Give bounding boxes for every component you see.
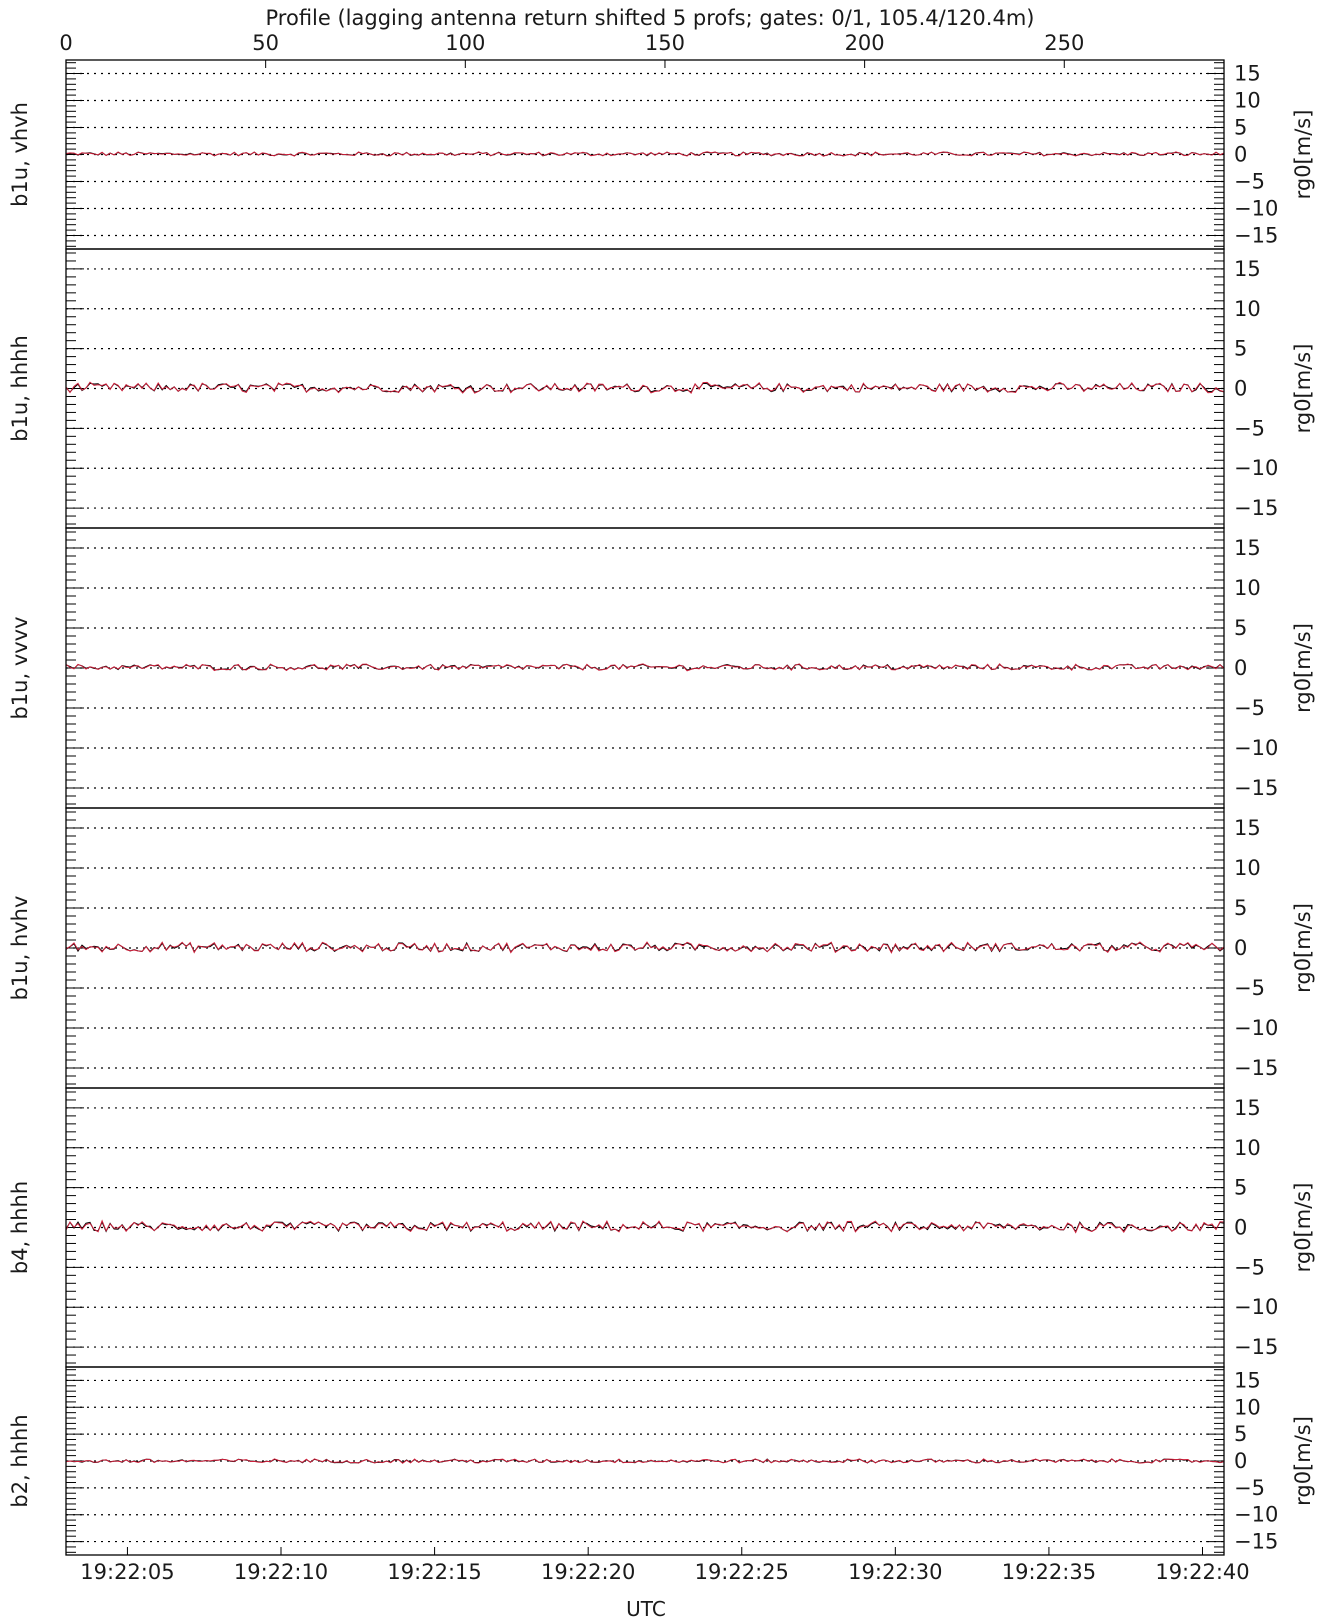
bottom-tick-label: 19:22:35 <box>1002 1560 1096 1584</box>
panel: 15 10 5 0 −5 −10 −15 b4, hhhh rg0[m/s] <box>8 1087 1315 1368</box>
y-tick-label: −10 <box>1234 1016 1278 1040</box>
y-tick-label: −5 <box>1234 416 1265 440</box>
bottom-axis: 19:22:05 19:22:10 19:22:15 19:22:20 19:22:25… <box>80 1560 1249 1584</box>
y-tick-label: −15 <box>1234 1530 1278 1554</box>
y-tick-label: 5 <box>1234 337 1247 361</box>
y-tick-label: −5 <box>1234 976 1265 1000</box>
panel: 15 10 5 0 −5 −10 −15 b1u, hvhv rg0[m/s] <box>8 807 1315 1089</box>
top-tick-label: 100 <box>445 31 485 55</box>
y-tick-label: 5 <box>1234 896 1247 920</box>
panel-frame <box>65 807 1225 1089</box>
chart-title: Profile (lagging antenna return shifted … <box>266 6 1035 30</box>
panel: 15 10 5 0 −5 −10 −15 b1u, hhhh rg0[m/s] <box>8 248 1315 529</box>
y-tick-label: 5 <box>1234 616 1247 640</box>
y-tick-label: −10 <box>1234 736 1278 760</box>
y-tick-label: −15 <box>1234 776 1278 800</box>
panel: 15 10 5 0 −5 −10 −15 b1u, vhvh rg0[m/s] <box>8 59 1315 250</box>
top-tick-label: 150 <box>645 31 685 55</box>
top-axis: 0 50 100 150 200 250 <box>59 31 1084 55</box>
y-tick-label: −10 <box>1234 456 1278 480</box>
y-tick-label: 10 <box>1234 856 1261 880</box>
panel: 15 10 5 0 −5 −10 −15 b2, hhhh rg0[m/s] <box>8 1366 1315 1556</box>
top-tick-label: 50 <box>252 31 279 55</box>
y-tick-label: 5 <box>1234 116 1247 140</box>
panel-label: b1u, hvhv <box>8 896 32 1001</box>
y-tick-label: −10 <box>1234 197 1278 221</box>
y-tick-label: 0 <box>1234 143 1247 167</box>
y-tick-label: −5 <box>1234 170 1265 194</box>
top-tick-label: 200 <box>845 31 885 55</box>
panel-label: b1u, hhhh <box>8 335 32 442</box>
panel-frame <box>65 1366 1225 1556</box>
y-axis-label: rg0[m/s] <box>1291 1416 1315 1506</box>
bottom-tick-label: 19:22:40 <box>1155 1560 1249 1584</box>
bottom-tick-label: 19:22:25 <box>695 1560 789 1584</box>
bottom-tick-label: 19:22:15 <box>387 1560 481 1584</box>
series-line-red <box>65 1458 1225 1464</box>
panel-label: b2, hhhh <box>8 1414 32 1507</box>
y-axis-label: rg0[m/s] <box>1291 623 1315 713</box>
bottom-tick-label: 19:22:20 <box>541 1560 635 1584</box>
top-tick-label: 250 <box>1044 31 1084 55</box>
y-tick-label: 10 <box>1234 297 1261 321</box>
y-tick-label: −5 <box>1234 696 1265 720</box>
x-axis-label: UTC <box>626 1597 666 1621</box>
series-line-red <box>65 663 1225 672</box>
y-tick-label: −5 <box>1234 1255 1265 1279</box>
y-axis-label: rg0[m/s] <box>1291 1183 1315 1273</box>
top-tick-label: 0 <box>59 31 72 55</box>
panel-label: b4, hhhh <box>8 1181 32 1274</box>
y-tick-label: −5 <box>1234 1476 1265 1500</box>
y-tick-label: 15 <box>1234 536 1261 560</box>
y-tick-label: 15 <box>1234 816 1261 840</box>
y-tick-label: 0 <box>1234 1216 1247 1240</box>
series-line-red <box>65 381 1225 394</box>
bottom-tick-label: 19:22:05 <box>80 1560 174 1584</box>
y-axis-label: rg0[m/s] <box>1291 344 1315 434</box>
y-tick-label: 5 <box>1234 1176 1247 1200</box>
y-tick-label: 0 <box>1234 936 1247 960</box>
y-tick-label: −10 <box>1234 1295 1278 1319</box>
panel: 15 10 5 0 −5 −10 −15 b1u, vvvv rg0[m/s] <box>8 527 1315 809</box>
y-tick-label: 0 <box>1234 377 1247 401</box>
y-tick-label: 0 <box>1234 1449 1247 1473</box>
y-axis-label: rg0[m/s] <box>1291 110 1315 200</box>
series-line-red <box>65 1219 1225 1234</box>
y-tick-label: 10 <box>1234 1395 1261 1419</box>
panels: 15 10 5 0 −5 −10 −15 b1u, vhvh rg0[m/s] 15 10 5 0 −5 −… <box>8 59 1315 1556</box>
y-tick-label: −15 <box>1234 224 1278 248</box>
y-tick-label: 10 <box>1234 1136 1261 1160</box>
y-tick-label: 15 <box>1234 257 1261 281</box>
series-line-red <box>65 151 1225 157</box>
y-tick-label: −15 <box>1234 1335 1278 1359</box>
y-tick-label: 15 <box>1234 1096 1261 1120</box>
y-tick-label: 10 <box>1234 89 1261 113</box>
bottom-tick-label: 19:22:10 <box>234 1560 328 1584</box>
panel-label: b1u, vvvv <box>8 616 32 719</box>
y-tick-label: 15 <box>1234 1368 1261 1392</box>
y-tick-label: −15 <box>1234 496 1278 520</box>
y-axis-label: rg0[m/s] <box>1291 903 1315 993</box>
y-tick-label: −15 <box>1234 1056 1278 1080</box>
series-line-red <box>65 941 1225 954</box>
y-tick-label: 15 <box>1234 62 1261 86</box>
y-tick-label: 10 <box>1234 576 1261 600</box>
y-tick-label: 5 <box>1234 1422 1247 1446</box>
bottom-tick-label: 19:22:30 <box>848 1560 942 1584</box>
y-tick-label: 0 <box>1234 656 1247 680</box>
panel-frame <box>65 248 1225 529</box>
panel-label: b1u, vhvh <box>8 102 32 207</box>
y-tick-label: −10 <box>1234 1503 1278 1527</box>
